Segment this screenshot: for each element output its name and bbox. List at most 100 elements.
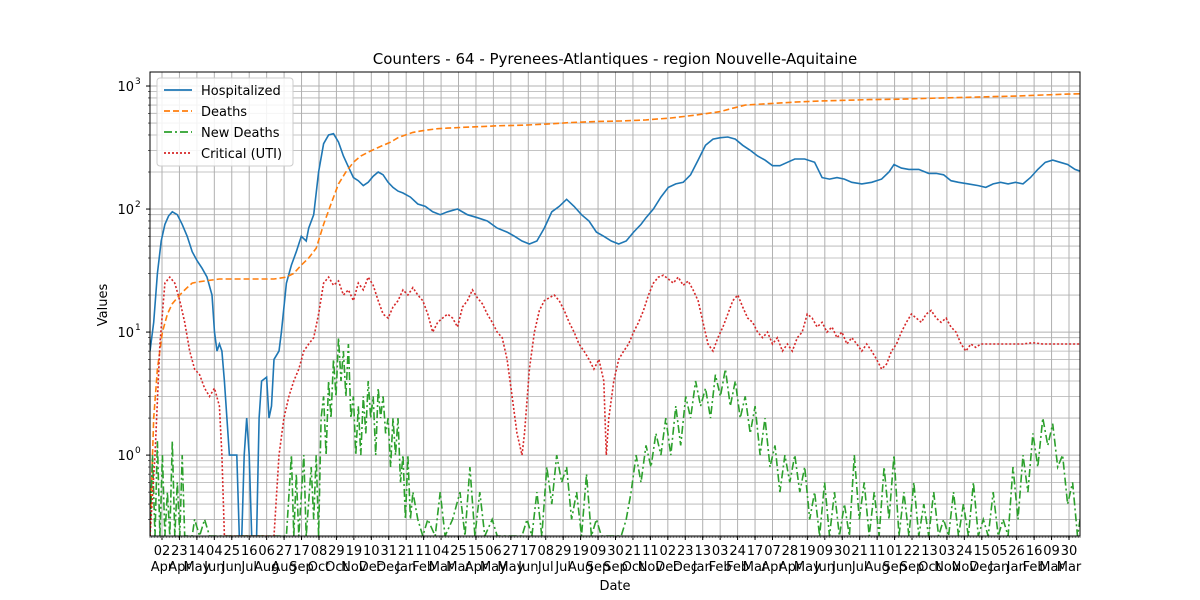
x-tick-label-month: Jan [692, 560, 713, 575]
x-tick-label-day: 23 [677, 544, 694, 559]
legend-label-1: Deaths [201, 105, 247, 120]
x-tick-label-month: Jun [203, 560, 224, 575]
legend: Hospitalized Deaths New Deaths Critical (UT… [156, 77, 294, 167]
x-tick-label-day: 15 [974, 544, 991, 559]
x-tick-label-month: Nov [341, 560, 367, 575]
x-tick-label-month: Aug [864, 560, 889, 575]
x-tick-label-month: Jun [831, 560, 852, 575]
x-axis-label: Date [599, 579, 630, 594]
x-tick-label-month: Jan [395, 560, 416, 575]
x-tick-label-day: 17 [293, 544, 310, 559]
x-tick-label-day: 25 [450, 544, 467, 559]
x-tick-label-day: 15 [468, 544, 485, 559]
x-tick-label-month: Jul [554, 560, 571, 575]
x-tick-label-day: 16 [1026, 544, 1043, 559]
x-tick-label-month: Sep [586, 560, 611, 575]
x-tick-label-day: 24 [729, 544, 746, 559]
x-tick-label-month: Jul [851, 560, 868, 575]
x-tick-label-month: Jul [537, 560, 554, 575]
x-tick-label-day: 23 [171, 544, 188, 559]
x-tick-label-month: Dec [376, 560, 401, 575]
legend-label-0: Hospitalized [201, 84, 281, 99]
x-axis: 02Apr23Apr14May04Jun25Jun16Jul06Aug27Aug… [149, 536, 1082, 575]
x-tick-label-day: 03 [712, 544, 729, 559]
x-tick-label-month: May [183, 560, 210, 575]
y-tick-exponent: 1 [135, 323, 141, 333]
series-line-2 [150, 337, 1080, 536]
x-tick-label-month: Sep [900, 560, 925, 575]
x-tick-label-month: Oct [622, 560, 644, 575]
x-tick-label-day: 27 [503, 544, 520, 559]
x-tick-label-day: 08 [537, 544, 554, 559]
x-tick-label-day: 08 [311, 544, 328, 559]
x-tick-label-day: 17 [747, 544, 764, 559]
x-tick-label-month: Feb [412, 560, 435, 575]
x-tick-label-month: Sep [289, 560, 314, 575]
x-tick-label-day: 04 [433, 544, 450, 559]
x-tick-label-day: 30 [1061, 544, 1078, 559]
x-tick-label-day: 11 [415, 544, 432, 559]
x-tick-label-month: Nov [934, 560, 960, 575]
x-tick-label-day: 21 [625, 544, 642, 559]
x-tick-label-day: 09 [590, 544, 607, 559]
x-tick-label-day: 01 [886, 544, 903, 559]
x-tick-label-day: 21 [851, 544, 868, 559]
x-tick-label-month: Jan [1006, 560, 1027, 575]
x-tick-label-month: Jun [814, 560, 835, 575]
x-tick-label-month: Sep [882, 560, 907, 575]
x-tick-label-day: 30 [607, 544, 624, 559]
x-tick-label-month: Jun [517, 560, 538, 575]
series-layer [150, 92, 1080, 536]
x-tick-label-day: 29 [555, 544, 572, 559]
x-tick-label-day: 03 [939, 544, 956, 559]
x-tick-label-day: 11 [869, 544, 886, 559]
y-tick-exponent: 0 [135, 446, 141, 456]
x-tick-label-day: 16 [241, 544, 258, 559]
x-tick-label-month: Apr [465, 560, 488, 575]
x-tick-label-day: 19 [572, 544, 589, 559]
x-tick-label-month: Apr [779, 560, 802, 575]
x-tick-label-month: Mar [743, 560, 768, 575]
x-tick-label-month: Aug [254, 560, 279, 575]
x-tick-label-month: Oct [308, 560, 330, 575]
x-tick-label-month: Nov [952, 560, 978, 575]
x-tick-label-day: 02 [660, 544, 677, 559]
x-tick-label-day: 02 [154, 544, 171, 559]
series-line-0 [150, 132, 1080, 536]
x-tick-label-month: Oct [918, 560, 940, 575]
y-tick-label: 10 [117, 326, 134, 341]
x-tick-label-month: Jul [240, 560, 257, 575]
x-tick-label-day: 06 [258, 544, 275, 559]
x-tick-label-day: 10 [363, 544, 380, 559]
x-tick-label-day: 30 [834, 544, 851, 559]
chart-title: Counters - 64 - Pyrenees-Atlantiques - r… [373, 50, 857, 68]
x-tick-label-month: Apr [761, 560, 784, 575]
x-tick-label-month: Feb [726, 560, 749, 575]
legend-frame [156, 77, 294, 167]
x-tick-label-day: 24 [956, 544, 973, 559]
x-tick-label-day: 19 [346, 544, 363, 559]
x-tick-label-day: 13 [921, 544, 938, 559]
x-tick-label-day: 05 [991, 544, 1008, 559]
x-tick-label-day: 09 [1043, 544, 1060, 559]
x-tick-label-month: May [480, 560, 507, 575]
x-tick-label-day: 13 [694, 544, 711, 559]
x-tick-label-month: Sep [603, 560, 628, 575]
x-tick-label-day: 09 [817, 544, 834, 559]
x-tick-label-month: May [794, 560, 821, 575]
x-tick-label-month: Jan [988, 560, 1009, 575]
x-tick-label-day: 26 [1008, 544, 1025, 559]
x-tick-label-day: 27 [276, 544, 293, 559]
x-tick-label-day: 07 [764, 544, 781, 559]
x-tick-label-month: Mar [446, 560, 471, 575]
y-tick-exponent: 2 [135, 200, 141, 210]
x-tick-label-month: Dec [673, 560, 698, 575]
series-line-1 [150, 92, 1080, 536]
x-tick-label-month: Apr [151, 560, 174, 575]
x-tick-label-day: 25 [223, 544, 240, 559]
x-tick-label-month: Oct [325, 560, 347, 575]
x-tick-label-month: Aug [568, 560, 593, 575]
series-line-3 [150, 274, 1080, 536]
